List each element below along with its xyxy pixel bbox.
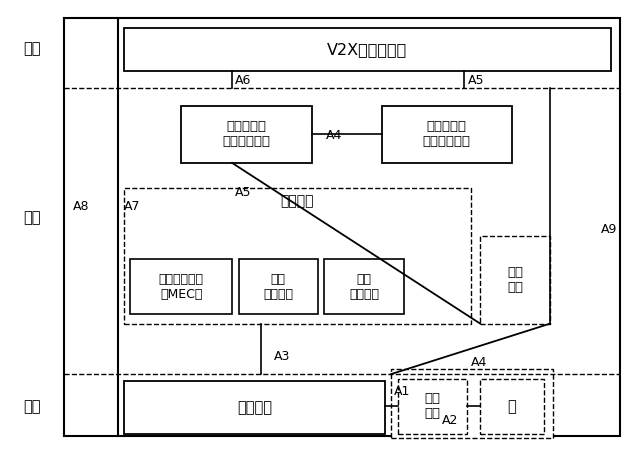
Bar [391, 369, 553, 438]
Text: 路侧
通信单元: 路侧 通信单元 [349, 273, 379, 301]
Text: A8: A8 [73, 200, 90, 213]
Text: A5: A5 [467, 74, 484, 87]
Text: A1: A1 [394, 385, 411, 397]
Text: A5: A5 [235, 186, 252, 199]
Text: 云端: 云端 [23, 41, 41, 56]
Bar [382, 106, 512, 163]
Text: A4: A4 [326, 129, 342, 142]
Bar [130, 259, 232, 314]
Text: V2X云服务平台: V2X云服务平台 [327, 42, 408, 57]
Bar [181, 106, 312, 163]
Text: A9: A9 [601, 223, 618, 236]
Text: 路侧
系统: 路侧 系统 [507, 266, 523, 294]
Text: 车载单元: 车载单元 [237, 400, 272, 415]
Bar [64, 18, 620, 436]
Text: A3: A3 [273, 350, 290, 363]
Text: 区间多接入
边缘计算单元: 区间多接入 边缘计算单元 [423, 120, 471, 148]
Bar [124, 381, 385, 434]
Bar [480, 236, 550, 324]
Text: A6: A6 [235, 74, 252, 87]
Text: A4: A4 [471, 356, 487, 369]
Text: 路侧系统: 路侧系统 [280, 194, 314, 208]
Text: A7: A7 [124, 200, 141, 213]
Text: 智能
汽车: 智能 汽车 [424, 392, 441, 420]
Text: 人: 人 [508, 399, 516, 414]
Text: 路侧
感知单元: 路侧 感知单元 [263, 273, 293, 301]
Bar [124, 188, 471, 324]
Bar [324, 259, 404, 314]
Text: 边缘: 边缘 [23, 211, 41, 225]
Text: 终端: 终端 [23, 399, 41, 414]
Bar [398, 379, 467, 434]
Bar [124, 28, 611, 71]
Text: A2: A2 [442, 414, 459, 427]
Bar [480, 379, 544, 434]
Text: 区间多接入
边缘计算单元: 区间多接入 边缘计算单元 [223, 120, 270, 148]
Bar [238, 259, 318, 314]
Text: 路侧计算单元
（MEC）: 路侧计算单元 （MEC） [159, 273, 204, 301]
